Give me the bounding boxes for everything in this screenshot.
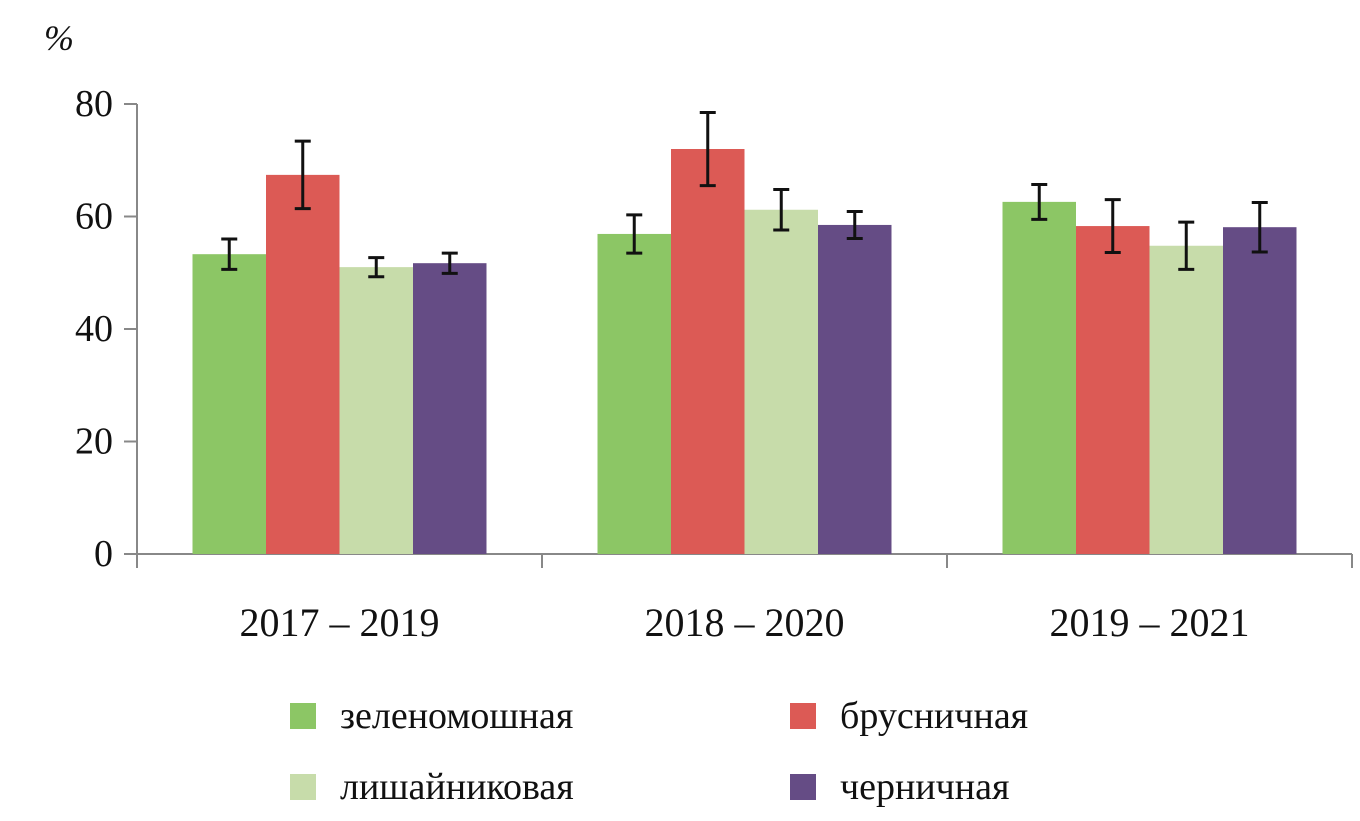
legend-swatch: [290, 703, 316, 729]
legend-label: брусничная: [840, 695, 1028, 737]
legend-swatch: [290, 774, 316, 800]
legend-label: зеленомошная: [340, 695, 573, 737]
bar-лишайниковая: [744, 209, 818, 554]
y-tick-label: 20: [75, 421, 113, 463]
bar-зеленомошная: [192, 254, 266, 554]
y-axis-label: %: [44, 18, 74, 58]
x-tick-label: 2017 – 2019: [240, 600, 440, 645]
bar-черничная: [1223, 227, 1297, 554]
x-tick-label: 2019 – 2021: [1050, 600, 1250, 645]
legend-label: черничная: [840, 766, 1009, 808]
y-tick-label: 0: [94, 533, 113, 575]
bar-черничная: [818, 224, 892, 554]
legend-swatch: [790, 703, 816, 729]
legend-label: лишайниковая: [340, 766, 574, 808]
x-tick-label: 2018 – 2020: [645, 600, 845, 645]
y-tick-label: 60: [75, 196, 113, 238]
bar-зеленомошная: [1002, 201, 1076, 554]
legend-swatch: [790, 774, 816, 800]
bar-лишайниковая: [339, 267, 413, 554]
y-tick-label: 80: [75, 83, 113, 125]
bar-брусничная: [671, 149, 745, 554]
bar-брусничная: [266, 174, 340, 554]
bar-брусничная: [1076, 226, 1150, 554]
bar-черничная: [413, 263, 487, 554]
y-tick-label: 40: [75, 308, 113, 350]
bar-зеленомошная: [597, 233, 671, 554]
bar-лишайниковая: [1149, 245, 1223, 554]
